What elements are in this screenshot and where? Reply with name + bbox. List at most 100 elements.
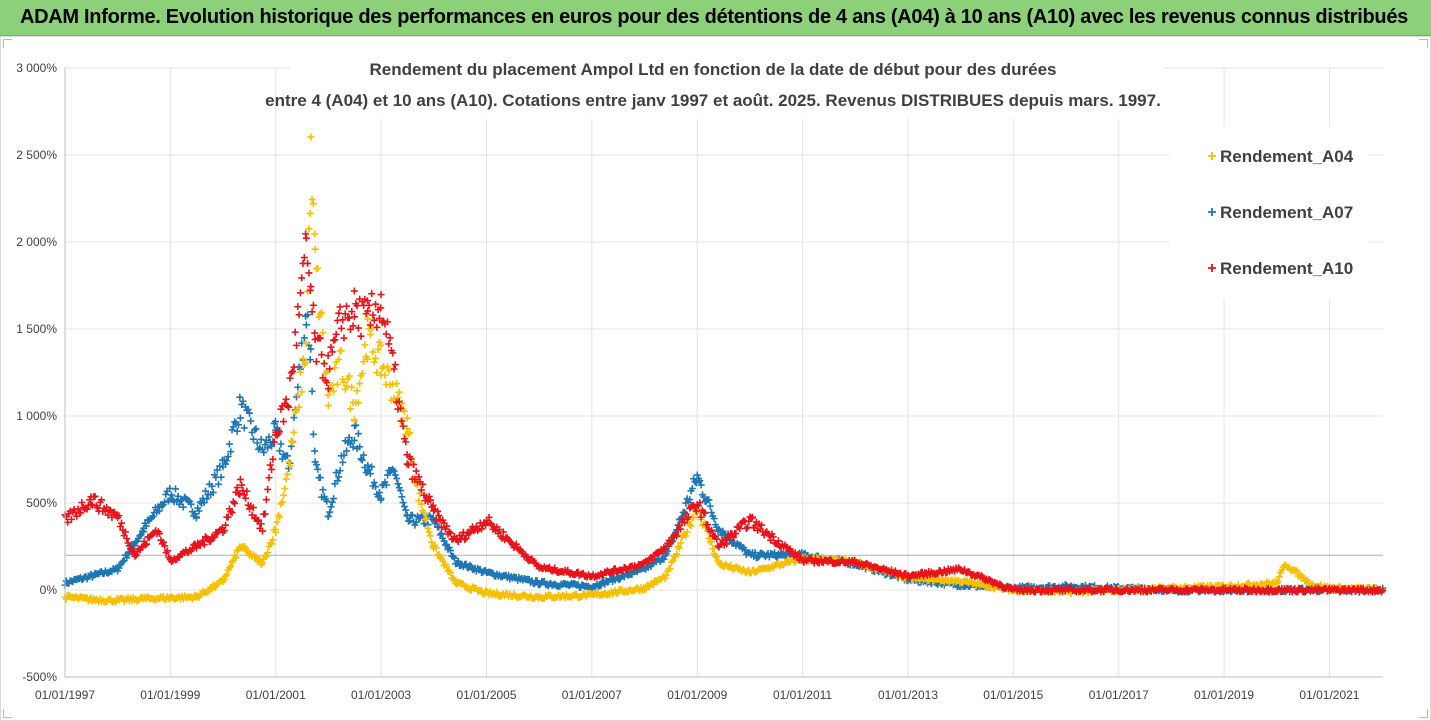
data-point (155, 507, 163, 515)
data-point (305, 225, 313, 233)
data-point (268, 442, 276, 450)
data-point (673, 550, 681, 558)
data-point (751, 522, 759, 530)
data-point (195, 507, 203, 515)
data-point (403, 414, 411, 422)
data-point (364, 315, 372, 323)
data-point (253, 517, 261, 525)
data-point (278, 498, 286, 506)
data-point (307, 283, 315, 291)
x-tick-label: 01/01/2007 (562, 688, 622, 702)
data-point (213, 466, 221, 474)
data-point (312, 358, 320, 366)
data-point (648, 556, 656, 564)
data-point (393, 380, 401, 388)
data-point (346, 325, 354, 333)
data-point (265, 474, 273, 482)
data-point (326, 508, 334, 516)
data-point (723, 540, 731, 548)
data-point (282, 475, 290, 483)
data-point (174, 492, 182, 500)
data-point (314, 264, 322, 272)
data-point (128, 546, 136, 554)
legend-marker (1208, 208, 1216, 216)
data-point (119, 558, 127, 566)
data-point (394, 394, 402, 402)
data-point (407, 455, 415, 463)
data-point (308, 195, 316, 203)
data-point (236, 414, 244, 422)
data-point (261, 510, 269, 518)
data-point (708, 538, 716, 546)
chart-title-line2: entre 4 (A04) et 10 ans (A10). Cotations… (265, 91, 1161, 110)
data-point (245, 409, 253, 417)
data-point (377, 291, 385, 299)
data-point (360, 358, 368, 366)
data-point (271, 417, 279, 425)
data-point (732, 530, 740, 538)
data-point (294, 383, 302, 391)
data-point (377, 304, 385, 312)
data-point (343, 447, 351, 455)
data-point (304, 259, 312, 267)
data-point (375, 489, 383, 497)
data-point (713, 535, 721, 543)
data-point (192, 544, 200, 552)
data-point (331, 336, 339, 344)
data-point (394, 480, 402, 488)
data-point (382, 330, 390, 338)
data-point (282, 395, 290, 403)
data-point (294, 303, 302, 311)
chart-frame: -500% 0% 500% 1 000% 1 500% 2 000% 2 500% 3 000… (0, 36, 1431, 721)
data-point (424, 524, 432, 532)
legend-label: Rendement_A10 (1220, 259, 1353, 278)
data-point (277, 405, 285, 413)
data-point (682, 532, 690, 540)
data-point (485, 513, 493, 521)
data-point (333, 380, 341, 388)
data-point (67, 515, 75, 523)
chart-plot: -500% 0% 500% 1 000% 1 500% 2 000% 2 500% 3 000… (16, 51, 1387, 702)
data-point (336, 303, 344, 311)
data-point (356, 380, 364, 388)
data-point (389, 349, 397, 357)
data-point (771, 549, 779, 557)
data-point (350, 287, 358, 295)
data-point (462, 534, 470, 542)
y-tick-label: 2 500% (16, 148, 57, 162)
data-point (660, 555, 668, 563)
data-point (1100, 588, 1108, 596)
data-point (333, 477, 341, 485)
data-point (683, 528, 691, 536)
data-point (1274, 578, 1282, 586)
data-point (674, 543, 682, 551)
data-point (160, 538, 168, 546)
data-point (736, 541, 744, 549)
data-point (319, 486, 327, 494)
data-point (661, 575, 669, 583)
data-point (283, 452, 291, 460)
data-point (370, 358, 378, 366)
data-point (370, 478, 378, 486)
data-point (285, 458, 293, 466)
data-point (289, 438, 297, 446)
data-point (116, 523, 124, 531)
data-point (403, 460, 411, 468)
data-point (650, 581, 658, 589)
data-point (216, 462, 224, 470)
data-point (351, 313, 359, 321)
data-point (163, 547, 171, 555)
data-point (304, 311, 312, 319)
data-point (296, 289, 304, 297)
chart-title-box: Rendement du placement Ampol Ltd en fonc… (265, 51, 1163, 119)
data-point (688, 485, 696, 493)
data-point (666, 565, 674, 573)
y-tick-label: 1 000% (16, 409, 57, 423)
data-point (736, 525, 744, 533)
data-point (179, 503, 187, 511)
data-point (131, 552, 139, 560)
x-tick-label: 01/01/1999 (140, 688, 200, 702)
data-point (354, 324, 362, 332)
data-point (280, 418, 288, 426)
data-point (285, 403, 293, 411)
